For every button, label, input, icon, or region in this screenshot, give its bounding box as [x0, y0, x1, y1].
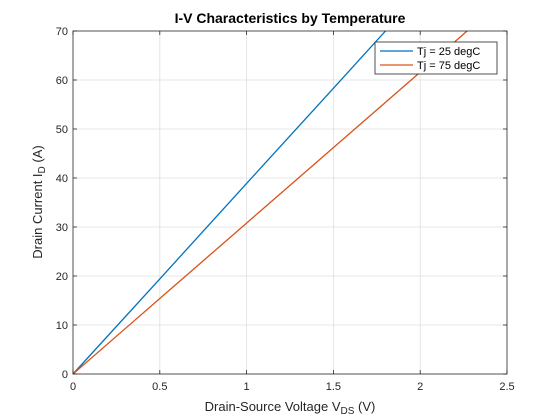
legend-label-1: Tj = 75 degC [417, 60, 480, 72]
plot-area [72, 30, 508, 375]
y-axis-label-main: Drain Current I [30, 173, 45, 258]
y-tick-label: 60 [56, 75, 68, 87]
x-tick-label: 0.5 [152, 381, 167, 393]
y-tick-label: 30 [56, 222, 68, 234]
x-tick-label: 2 [417, 381, 423, 393]
y-axis-label: Drain Current ID (A) [30, 145, 48, 258]
y-tick-label: 50 [56, 124, 68, 136]
y-tick-label: 0 [62, 369, 68, 381]
x-axis-label-unit: (V) [354, 399, 375, 414]
y-tick-label: 40 [56, 173, 68, 185]
x-axis-label-main: Drain-Source Voltage V [205, 399, 341, 414]
x-axis-ticks: 0 0.5 1 1.5 2 2.5 [70, 31, 515, 393]
legend-box [374, 41, 498, 75]
x-axis-label-subscript: DS [341, 406, 355, 417]
y-tick-label: 70 [56, 26, 68, 38]
legend-label-0: Tj = 25 degC [417, 46, 480, 58]
y-tick-label: 20 [56, 271, 68, 283]
x-axis-label: Drain-Source Voltage VDS (V) [205, 399, 376, 417]
x-tick-label: 1.5 [326, 381, 341, 393]
chart-title: I-V Characteristics by Temperature [175, 10, 406, 26]
x-tick-label: 0 [70, 381, 76, 393]
y-axis-label-subscript: D [37, 166, 48, 173]
y-tick-label: 10 [56, 320, 68, 332]
y-axis-label-unit: (A) [30, 145, 45, 166]
legend: Tj = 25 degC Tj = 75 degC [374, 41, 498, 75]
x-tick-label: 1 [244, 381, 250, 393]
series-line-0 [72, 30, 386, 375]
x-tick-label: 2.5 [499, 381, 514, 393]
axes-background [73, 31, 507, 374]
y-axis-ticks: 0 10 20 30 40 50 60 70 [56, 26, 507, 381]
axes-box [72, 30, 508, 375]
